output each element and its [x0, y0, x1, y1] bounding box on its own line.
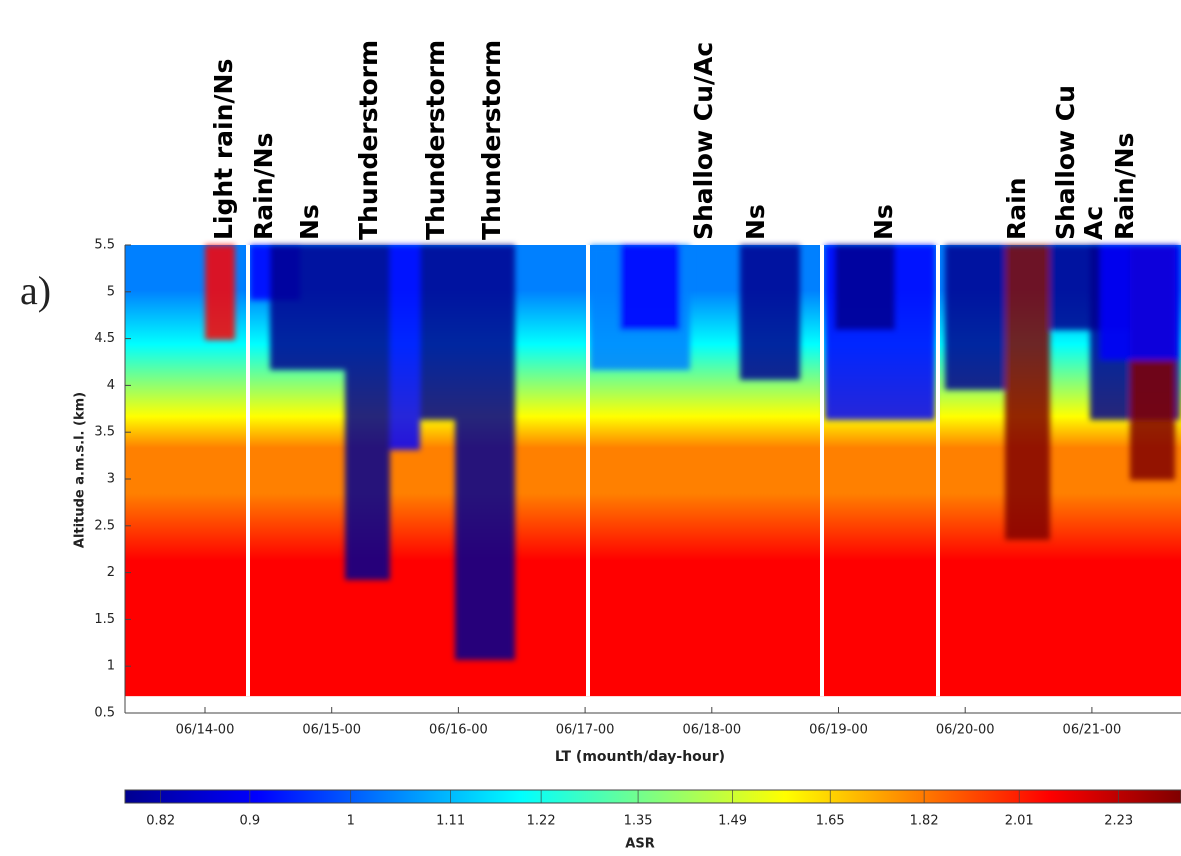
- colorbar-title: ASR: [625, 837, 654, 852]
- cloud-region: [455, 245, 515, 660]
- event-annotation: Rain/Ns: [1110, 133, 1139, 240]
- event-annotation: Thunderstorm: [477, 40, 506, 240]
- event-annotation: Ac: [1079, 206, 1108, 240]
- cloud-region: [1005, 245, 1050, 540]
- event-annotation: Shallow Cu/Ac: [689, 42, 718, 240]
- panel-label: a): [20, 268, 51, 313]
- x-tick-label: 06/15-00: [302, 723, 361, 738]
- data-gap: [586, 245, 590, 697]
- cloud-region: [270, 245, 345, 370]
- colorbar-tick-label: 1.35: [624, 814, 653, 829]
- cloud-region: [835, 245, 895, 330]
- x-axis-title: LT (mounth/day-hour): [555, 749, 725, 765]
- colorbar-tick-label: 1: [347, 814, 355, 829]
- data-gap: [246, 245, 250, 697]
- data-gap: [936, 245, 940, 697]
- event-annotation: Rain/Ns: [249, 133, 278, 240]
- event-annotation: Shallow Cu: [1051, 85, 1080, 240]
- colorbar-tick-label: 1.49: [718, 814, 747, 829]
- colorbar-tick-label: 2.01: [1005, 814, 1034, 829]
- x-tick-label: 06/16-00: [429, 723, 488, 738]
- cloud-region: [740, 245, 800, 380]
- y-tick-label: 3.5: [94, 425, 115, 440]
- event-annotation: Ns: [741, 204, 770, 240]
- x-tick-label: 06/21-00: [1063, 723, 1122, 738]
- cloud-region: [420, 245, 455, 420]
- x-tick-label: 06/19-00: [809, 723, 868, 738]
- event-annotation: Ns: [295, 204, 324, 240]
- cloud-region: [345, 245, 390, 580]
- x-tick-label: 06/14-00: [176, 723, 235, 738]
- y-tick-label: 4: [107, 378, 115, 393]
- y-tick-label: 1.5: [94, 612, 115, 627]
- colorbar-tick-label: 1.65: [816, 814, 845, 829]
- data-gap: [820, 245, 824, 697]
- x-tick-label: 06/20-00: [936, 723, 995, 738]
- colorbar-tick-label: 0.82: [146, 814, 175, 829]
- cloud-region: [945, 245, 1005, 390]
- colorbar: [124, 789, 1181, 804]
- colorbar-tick-label: 0.9: [239, 814, 260, 829]
- cloud-layer: [205, 245, 1180, 660]
- y-tick-label: 2: [107, 565, 115, 580]
- y-tick-label: 1: [107, 659, 115, 674]
- colorbar-tick-label: 1.11: [436, 814, 465, 829]
- x-tick-label: 06/18-00: [682, 723, 741, 738]
- event-annotation: Light rain/Ns: [209, 59, 238, 240]
- y-tick-label: 5.5: [94, 238, 115, 253]
- colorbar-tick-label: 1.82: [910, 814, 939, 829]
- event-annotation: Rain: [1002, 178, 1031, 241]
- y-tick-label: 2.5: [94, 518, 115, 533]
- y-tick-label: 4.5: [94, 331, 115, 346]
- cloud-region: [205, 245, 235, 340]
- event-annotation: Thunderstorm: [354, 40, 383, 240]
- y-tick-label: 3: [107, 472, 115, 487]
- y-axis-title: Altitude a.m.s.l. (km): [73, 392, 88, 548]
- colorbar-tick-label: 2.23: [1104, 814, 1133, 829]
- event-annotation: Ns: [869, 204, 898, 240]
- x-tick-label: 06/17-00: [556, 723, 615, 738]
- cloud-region: [390, 245, 420, 450]
- heatmap: [125, 245, 1181, 697]
- cloud-region: [620, 245, 680, 330]
- cloud-region: [1100, 245, 1180, 360]
- colorbar-tick-label: 1.22: [527, 814, 556, 829]
- y-tick-label: 5: [107, 284, 115, 299]
- event-annotation: Thunderstorm: [421, 40, 450, 240]
- y-tick-label: 0.5: [94, 706, 115, 721]
